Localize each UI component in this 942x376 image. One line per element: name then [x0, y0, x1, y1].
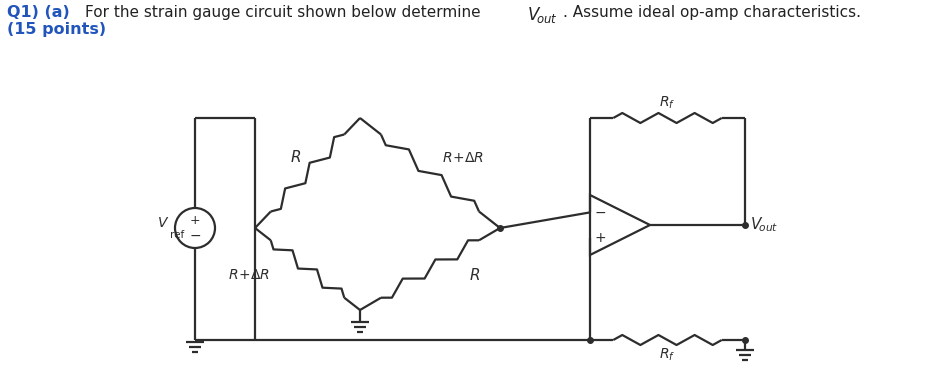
Text: +: + [189, 214, 201, 227]
Text: $R\!+\!\Delta R$: $R\!+\!\Delta R$ [442, 151, 484, 165]
Text: ref: ref [170, 230, 185, 240]
Text: Q1) (a): Q1) (a) [7, 5, 70, 20]
Text: $R\!+\!\Delta R$: $R\!+\!\Delta R$ [228, 268, 270, 282]
Text: . Assume ideal op-amp characteristics.: . Assume ideal op-amp characteristics. [563, 5, 861, 20]
Text: $R_f$: $R_f$ [659, 95, 675, 111]
Text: −: − [595, 205, 607, 220]
Text: $\mathit{V}_{\!\mathit{out}}$: $\mathit{V}_{\!\mathit{out}}$ [750, 216, 778, 234]
Text: For the strain gauge circuit shown below determine: For the strain gauge circuit shown below… [85, 5, 485, 20]
Text: +: + [595, 230, 607, 245]
Text: $\mathit{V}_{\!\mathit{out}}$: $\mathit{V}_{\!\mathit{out}}$ [527, 5, 558, 25]
Text: −: − [189, 229, 201, 243]
Text: $\mathit{V}$: $\mathit{V}$ [157, 216, 170, 230]
Text: (15 points): (15 points) [7, 22, 106, 37]
Text: $R_f$: $R_f$ [659, 347, 675, 363]
Text: R: R [291, 150, 301, 165]
Text: R: R [470, 267, 480, 282]
